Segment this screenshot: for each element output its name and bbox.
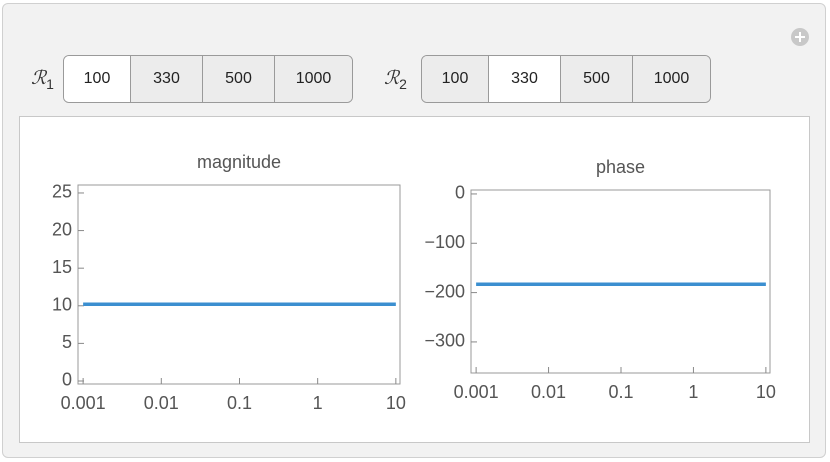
setter-button[interactable]: 330 bbox=[488, 56, 560, 102]
x-tick-label: 0.01 bbox=[144, 393, 179, 413]
y-tick-label: 20 bbox=[52, 219, 72, 239]
y-tick-label: −200 bbox=[424, 281, 465, 301]
setter-button[interactable]: 330 bbox=[130, 56, 202, 102]
plot-frame bbox=[77, 184, 401, 385]
y-tick-label: 5 bbox=[62, 332, 72, 352]
add-button[interactable] bbox=[791, 28, 809, 46]
x-tick-label: 0.01 bbox=[531, 382, 566, 402]
x-tick-label: 1 bbox=[688, 382, 698, 402]
y-tick-label: −100 bbox=[424, 232, 465, 252]
control-label: ℛ1 bbox=[31, 67, 54, 92]
y-tick-label: 10 bbox=[52, 295, 72, 315]
setter-button[interactable]: 500 bbox=[202, 56, 274, 102]
plot-frame bbox=[470, 189, 771, 374]
symbol: ℛ bbox=[384, 67, 400, 89]
button-group: 100 330 500 1000 bbox=[63, 55, 353, 103]
button-group: 100 330 500 1000 bbox=[421, 55, 711, 103]
chart-title: magnitude bbox=[197, 152, 281, 172]
x-tick-label: 0.001 bbox=[454, 382, 499, 402]
output-panel bbox=[19, 116, 810, 443]
x-tick-label: 1 bbox=[313, 393, 323, 413]
setter-button[interactable]: 500 bbox=[560, 56, 632, 102]
symbol: ℛ bbox=[31, 67, 47, 89]
x-tick-label: 0.1 bbox=[227, 393, 252, 413]
y-tick-label: 25 bbox=[52, 182, 72, 202]
y-tick-label: 0 bbox=[455, 183, 465, 203]
setter-button[interactable]: 1000 bbox=[632, 56, 710, 102]
subscript: 2 bbox=[399, 75, 407, 92]
x-tick-label: 10 bbox=[386, 393, 406, 413]
manipulate-panel: ℛ1 100 330 500 1000 ℛ2 100 330 500 1000 bbox=[2, 3, 826, 458]
chart-title: phase bbox=[596, 157, 645, 177]
x-tick-label: 0.1 bbox=[608, 382, 633, 402]
setter-button[interactable]: 1000 bbox=[274, 56, 352, 102]
setter-button[interactable]: 100 bbox=[422, 56, 488, 102]
y-tick-label: 15 bbox=[52, 257, 72, 277]
y-tick-label: 0 bbox=[62, 370, 72, 390]
x-tick-label: 0.001 bbox=[61, 393, 106, 413]
subscript: 1 bbox=[46, 75, 54, 92]
control-label: ℛ2 bbox=[384, 67, 407, 92]
setter-button[interactable]: 100 bbox=[64, 56, 130, 102]
y-tick-label: −300 bbox=[424, 331, 465, 351]
x-tick-label: 10 bbox=[756, 382, 776, 402]
